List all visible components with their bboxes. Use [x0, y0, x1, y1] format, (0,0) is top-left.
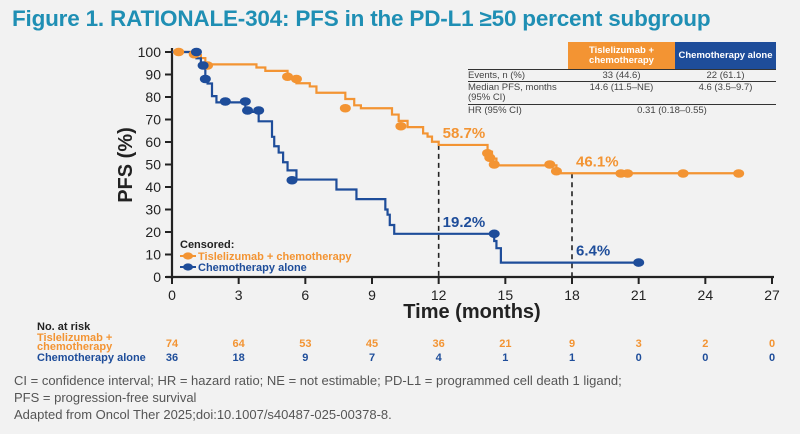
y-tick-label: 40 — [145, 179, 161, 195]
at-risk-value: 1 — [568, 352, 576, 364]
censor-mark-tislelizumab — [484, 153, 496, 163]
at-risk-value: 36 — [165, 352, 179, 364]
at-risk-value: 4 — [435, 352, 442, 364]
legend-item-tislelizumab: Tislelizumab + chemotherapy — [198, 251, 352, 263]
at-risk-value: 9 — [302, 352, 309, 364]
legend-marker-tislelizumab-icon — [180, 252, 196, 260]
cell-hr: 0.31 (0.18–0.55) — [637, 105, 707, 116]
at-risk-value: 64 — [232, 338, 245, 350]
x-tick-label: 24 — [698, 287, 714, 303]
x-tick-label: 15 — [498, 287, 514, 303]
x-tick-label: 3 — [235, 287, 243, 303]
table-row-events: Events, n (%) 33 (44.6) 22 (61.1) — [468, 69, 776, 81]
legend-marker-chemo-icon — [180, 263, 196, 271]
y-tick-label: 100 — [138, 44, 162, 60]
censor-mark-chemo — [286, 175, 298, 185]
at-risk-value: 0 — [768, 338, 776, 350]
y-tick-label: 20 — [145, 224, 161, 240]
x-tick-label: 0 — [168, 287, 176, 303]
at-risk-value: 21 — [499, 338, 512, 350]
at-risk-title: No. at risk — [37, 321, 91, 333]
censor-mark-tislelizumab — [677, 169, 689, 178]
censor-mark-chemo — [239, 97, 251, 106]
table-header-chemo: Chemotherapy alone — [675, 42, 776, 69]
censor-mark-chemo — [253, 106, 265, 115]
annotation-46-1pct: 46.1% — [576, 153, 619, 170]
table-header-tislelizumab: Tislelizumab + chemotherapy — [568, 42, 675, 69]
y-tick-label: 70 — [145, 112, 161, 128]
y-tick-label: 80 — [145, 89, 161, 105]
censor-mark-tislelizumab — [544, 160, 556, 169]
footnote-source: Adapted from Oncol Ther 2025;doi:10.1007… — [14, 407, 392, 422]
annotation-58-7pct: 58.7% — [443, 125, 486, 142]
at-risk-value: 36 — [432, 338, 445, 350]
table-row-median-pfs: Median PFS, months (95% CI) 14.6 (11.5–N… — [468, 81, 776, 104]
footnote: CI = confidence interval; HR = hazard ra… — [14, 372, 622, 423]
at-risk-value: 53 — [299, 338, 312, 350]
censor-mark-tislelizumab — [733, 169, 745, 178]
legend: Censored: Tislelizumab + chemotherapy Ch… — [180, 239, 352, 274]
censor-mark-chemo — [190, 47, 202, 57]
cell-chemo: 22 (61.1) — [706, 70, 745, 81]
y-tick-label: 0 — [153, 269, 161, 285]
annotation-6-4pct: 6.4% — [576, 243, 610, 260]
censor-mark-tislelizumab — [622, 169, 634, 178]
censor-mark-tislelizumab — [550, 166, 562, 176]
x-tick-label: 18 — [564, 287, 580, 303]
km-curve-tislelizumab — [172, 50, 739, 175]
y-axis-label: PFS (%) — [115, 127, 137, 203]
figure-title: Figure 1. RATIONALE-304: PFS in the PD-L… — [12, 6, 711, 31]
x-tick-label: 9 — [368, 287, 376, 303]
summary-table: Tislelizumab + chemotherapy Chemotherapy… — [468, 42, 776, 116]
x-tick-label: 6 — [301, 287, 309, 303]
censor-mark-tislelizumab — [395, 121, 407, 131]
at-risk-label-chemo: Chemotherapy alone — [37, 352, 146, 364]
legend-title: Censored: — [180, 239, 234, 251]
y-tick-label: 60 — [145, 134, 161, 150]
censor-mark-chemo — [633, 258, 645, 267]
y-tick-label: 10 — [145, 247, 161, 263]
censor-mark-chemo — [488, 229, 500, 239]
at-risk-value: 7 — [368, 352, 376, 364]
censor-mark-tislelizumab — [290, 74, 302, 84]
at-risk-value: 1 — [502, 352, 509, 364]
table-row-hr: HR (95% CI) 0.31 (0.18–0.55) — [468, 104, 776, 116]
at-risk-label-tislelizumab: Tislelizumab + chemotherapy — [37, 332, 113, 353]
at-risk-value: 2 — [702, 338, 709, 350]
censor-mark-chemo — [219, 97, 231, 106]
cell-tislelizumab: 14.6 (11.5–NE) — [589, 82, 654, 93]
at-risk-value: 0 — [768, 352, 776, 364]
y-tick-label: 50 — [145, 157, 161, 173]
annotation-19-2pct: 19.2% — [443, 214, 486, 231]
censor-mark-chemo — [197, 61, 209, 70]
at-risk-value: 0 — [702, 352, 709, 364]
censor-mark-tislelizumab — [173, 47, 185, 57]
x-tick-label: 12 — [431, 287, 447, 303]
censor-mark-chemo — [199, 74, 211, 84]
at-risk-value: 18 — [232, 352, 245, 364]
legend-item-chemo: Chemotherapy alone — [198, 262, 307, 274]
at-risk-value: 74 — [165, 338, 179, 350]
footnote-abbreviations-2: PFS = progression-free survival — [14, 390, 197, 405]
y-tick-label: 90 — [145, 67, 161, 83]
x-axis-label: Time (months) — [403, 301, 540, 323]
cell-tislelizumab: 33 (44.6) — [602, 70, 641, 81]
x-tick-label: 27 — [764, 287, 780, 303]
cell-chemo: 4.6 (3.5–9.7) — [698, 82, 753, 93]
y-tick-label: 30 — [145, 202, 161, 218]
at-risk-value: 0 — [635, 352, 642, 364]
censor-mark-tislelizumab — [488, 160, 500, 169]
at-risk-value: 9 — [568, 338, 576, 350]
censor-mark-chemo — [242, 106, 254, 115]
at-risk-value: 3 — [635, 338, 642, 350]
x-tick-label: 21 — [631, 287, 647, 303]
row-label: HR (95% CI) — [468, 105, 522, 116]
footnote-abbreviations-1: CI = confidence interval; HR = hazard ra… — [14, 373, 622, 388]
at-risk-value: 45 — [365, 338, 379, 350]
censor-mark-tislelizumab — [339, 103, 351, 113]
row-label: Median PFS, months (95% CI) — [468, 82, 557, 103]
row-label: Events, n (%) — [468, 70, 526, 81]
